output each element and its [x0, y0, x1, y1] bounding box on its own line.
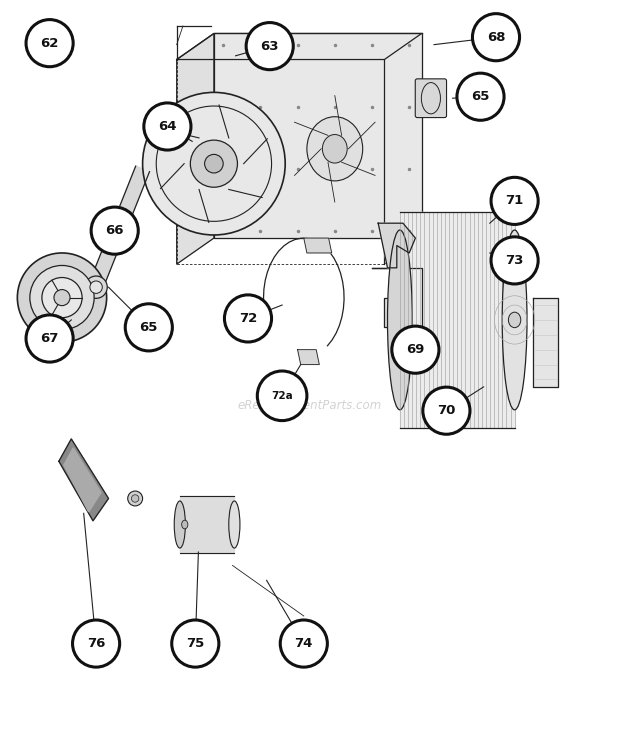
Circle shape [224, 295, 272, 342]
Circle shape [392, 326, 439, 373]
Circle shape [54, 289, 70, 306]
Polygon shape [298, 350, 319, 365]
Polygon shape [177, 33, 214, 264]
Text: 74: 74 [294, 637, 313, 650]
Circle shape [457, 73, 504, 121]
Ellipse shape [388, 230, 412, 410]
Circle shape [246, 22, 293, 70]
Text: 62: 62 [40, 36, 59, 50]
Polygon shape [177, 33, 422, 60]
Ellipse shape [174, 501, 185, 548]
Text: 65: 65 [140, 321, 158, 334]
Ellipse shape [502, 230, 527, 410]
Ellipse shape [182, 520, 188, 529]
Circle shape [85, 276, 107, 298]
Circle shape [143, 92, 285, 235]
Text: 69: 69 [406, 343, 425, 356]
Text: eReplacementParts.com: eReplacementParts.com [238, 399, 382, 412]
Text: 76: 76 [87, 637, 105, 650]
Circle shape [90, 281, 102, 293]
Ellipse shape [307, 117, 363, 181]
Text: 71: 71 [505, 194, 524, 208]
Ellipse shape [508, 312, 521, 327]
Polygon shape [400, 212, 515, 428]
Circle shape [42, 278, 82, 318]
Circle shape [190, 140, 237, 187]
Circle shape [91, 207, 138, 254]
Polygon shape [533, 298, 558, 387]
Text: 65: 65 [471, 90, 490, 103]
Text: 64: 64 [158, 120, 177, 133]
Text: 68: 68 [487, 31, 505, 44]
FancyBboxPatch shape [415, 79, 446, 118]
Text: 75: 75 [186, 637, 205, 650]
Circle shape [128, 491, 143, 506]
Circle shape [491, 237, 538, 284]
Text: 67: 67 [40, 332, 59, 345]
Polygon shape [180, 496, 234, 553]
Text: 66: 66 [105, 224, 124, 237]
Ellipse shape [322, 135, 347, 163]
Polygon shape [59, 439, 108, 521]
Polygon shape [64, 448, 101, 512]
Text: 63: 63 [260, 39, 279, 53]
Circle shape [30, 266, 94, 330]
Polygon shape [304, 238, 332, 253]
Polygon shape [88, 166, 149, 292]
Circle shape [257, 371, 307, 420]
Circle shape [491, 177, 538, 225]
Text: 73: 73 [505, 254, 524, 267]
Circle shape [423, 387, 470, 434]
Circle shape [125, 304, 172, 351]
Circle shape [131, 495, 139, 502]
Polygon shape [372, 268, 422, 327]
Circle shape [280, 620, 327, 667]
Circle shape [472, 13, 520, 61]
Text: 72a: 72a [271, 391, 293, 401]
Circle shape [26, 315, 73, 362]
Circle shape [205, 154, 223, 173]
Circle shape [17, 253, 107, 342]
Circle shape [73, 620, 120, 667]
Circle shape [26, 19, 73, 67]
Circle shape [172, 620, 219, 667]
Circle shape [144, 103, 191, 150]
Text: 72: 72 [239, 312, 257, 325]
Ellipse shape [229, 501, 240, 548]
Text: 70: 70 [437, 404, 456, 417]
Polygon shape [214, 33, 422, 238]
Polygon shape [378, 223, 415, 268]
